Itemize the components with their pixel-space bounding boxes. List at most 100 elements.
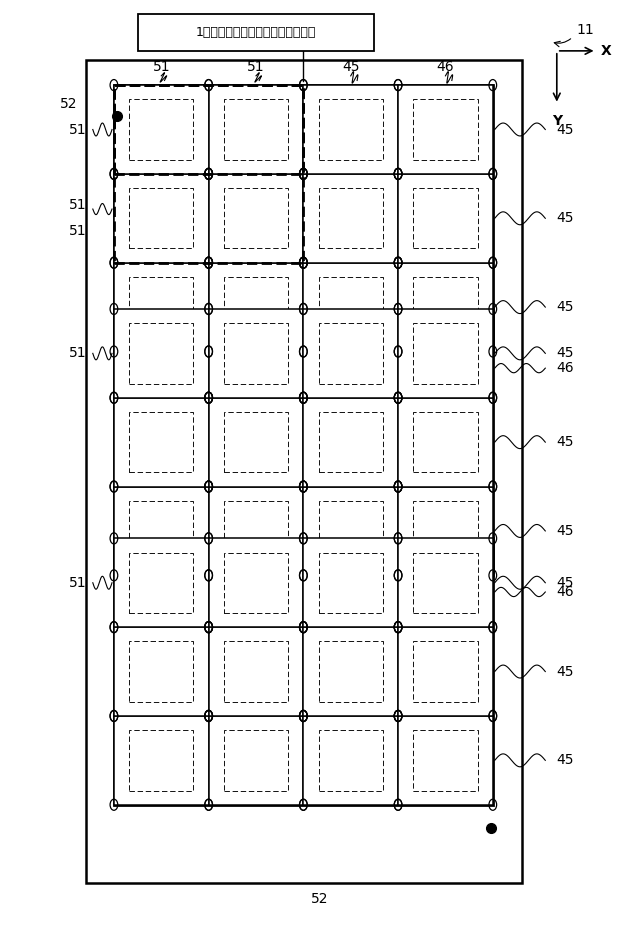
Text: 46: 46 (557, 585, 575, 599)
Text: 45: 45 (557, 753, 574, 768)
Bar (319, 277, 383, 338)
Text: 45: 45 (557, 211, 574, 226)
Bar (319, 730, 383, 791)
Bar (209, 263, 303, 352)
Bar (413, 730, 477, 791)
Bar (114, 85, 209, 174)
Bar (114, 309, 209, 398)
Bar (413, 323, 477, 384)
Bar (398, 538, 493, 627)
Bar (413, 277, 477, 338)
Bar (209, 627, 303, 716)
Bar (398, 627, 493, 716)
Bar (413, 412, 477, 473)
Bar (114, 309, 493, 575)
Bar (224, 412, 288, 473)
Bar (413, 188, 477, 249)
Bar (319, 641, 383, 702)
Bar (319, 99, 383, 160)
Text: Y: Y (552, 114, 562, 128)
Text: 51: 51 (68, 224, 86, 239)
Bar (129, 277, 193, 338)
Bar (303, 627, 398, 716)
Bar (114, 174, 209, 263)
Bar (114, 85, 303, 263)
Bar (398, 398, 493, 487)
Bar (209, 85, 303, 174)
Bar (114, 85, 493, 352)
Bar (129, 552, 193, 613)
Text: 52: 52 (60, 96, 77, 111)
Bar (224, 188, 288, 249)
Bar (224, 641, 288, 702)
Text: 45: 45 (342, 59, 360, 74)
Bar (129, 641, 193, 702)
Bar (398, 716, 493, 805)
Bar (413, 641, 477, 702)
Text: 45: 45 (557, 300, 574, 314)
Bar (319, 323, 383, 384)
Text: 45: 45 (557, 122, 574, 137)
Bar (413, 500, 477, 561)
Bar (398, 85, 493, 174)
Text: 51: 51 (68, 346, 86, 361)
Text: X: X (600, 43, 611, 58)
Bar (413, 552, 477, 613)
Bar (114, 716, 209, 805)
Bar (114, 398, 209, 487)
Bar (209, 487, 303, 575)
Bar (129, 99, 193, 160)
Bar (303, 85, 398, 174)
Bar (398, 174, 493, 263)
Bar (398, 309, 493, 398)
Bar (209, 174, 303, 263)
Text: 45: 45 (557, 575, 574, 590)
Bar (224, 323, 288, 384)
Text: 11: 11 (576, 22, 594, 37)
Bar (209, 716, 303, 805)
Bar (209, 538, 303, 627)
Bar (224, 730, 288, 791)
Bar (398, 487, 493, 575)
Bar (114, 85, 303, 174)
Text: 46: 46 (436, 59, 454, 74)
Bar (319, 412, 383, 473)
Bar (224, 552, 288, 613)
Text: 51: 51 (152, 59, 170, 74)
Bar (209, 398, 303, 487)
Bar (224, 277, 288, 338)
Text: 45: 45 (557, 664, 574, 679)
Text: 51: 51 (68, 575, 86, 590)
Bar (303, 538, 398, 627)
Bar (224, 99, 288, 160)
Bar (209, 309, 303, 398)
Bar (138, 14, 374, 51)
Bar (129, 412, 193, 473)
Bar (319, 188, 383, 249)
Text: 45: 45 (557, 346, 574, 361)
Text: 51: 51 (68, 122, 86, 137)
Bar (129, 730, 193, 791)
Bar (303, 716, 398, 805)
Bar (319, 500, 383, 561)
Bar (303, 487, 398, 575)
Bar (224, 500, 288, 561)
Bar (303, 174, 398, 263)
Bar (129, 323, 193, 384)
Bar (129, 188, 193, 249)
Text: 51: 51 (68, 198, 86, 213)
Bar (114, 627, 209, 716)
Bar (303, 398, 398, 487)
Bar (114, 538, 209, 627)
Bar (303, 309, 398, 398)
Bar (114, 487, 209, 575)
Bar (319, 552, 383, 613)
Bar (86, 60, 522, 883)
Bar (114, 538, 493, 805)
Bar (129, 500, 193, 561)
Bar (413, 99, 477, 160)
Text: 45: 45 (557, 524, 574, 538)
Text: 1回分の検査（パターン検査単位）: 1回分の検査（パターン検査単位） (196, 26, 316, 39)
Bar (398, 263, 493, 352)
Bar (303, 263, 398, 352)
